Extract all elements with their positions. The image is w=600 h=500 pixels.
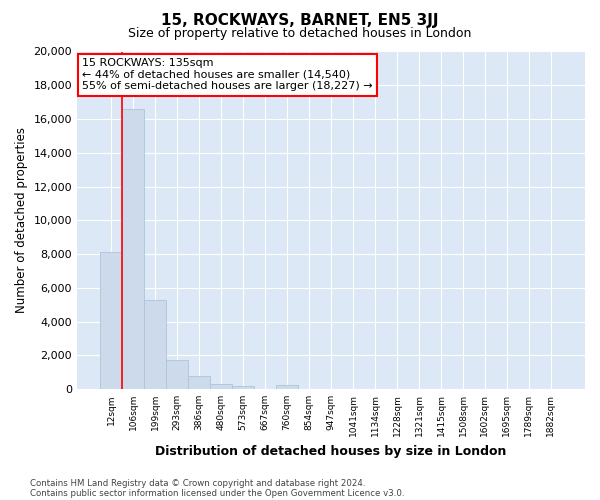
Text: 15, ROCKWAYS, BARNET, EN5 3JJ: 15, ROCKWAYS, BARNET, EN5 3JJ	[161, 12, 439, 28]
Text: Contains public sector information licensed under the Open Government Licence v3: Contains public sector information licen…	[30, 488, 404, 498]
Y-axis label: Number of detached properties: Number of detached properties	[15, 128, 28, 314]
Bar	[144, 300, 166, 389]
Bar	[100, 252, 122, 389]
Bar	[276, 385, 298, 389]
Bar	[232, 386, 254, 389]
Bar	[166, 360, 188, 389]
Text: Contains HM Land Registry data © Crown copyright and database right 2024.: Contains HM Land Registry data © Crown c…	[30, 478, 365, 488]
X-axis label: Distribution of detached houses by size in London: Distribution of detached houses by size …	[155, 444, 507, 458]
Bar	[188, 376, 210, 389]
Bar	[210, 384, 232, 389]
Text: 15 ROCKWAYS: 135sqm
← 44% of detached houses are smaller (14,540)
55% of semi-de: 15 ROCKWAYS: 135sqm ← 44% of detached ho…	[82, 58, 373, 92]
Bar	[122, 109, 144, 389]
Text: Size of property relative to detached houses in London: Size of property relative to detached ho…	[128, 28, 472, 40]
